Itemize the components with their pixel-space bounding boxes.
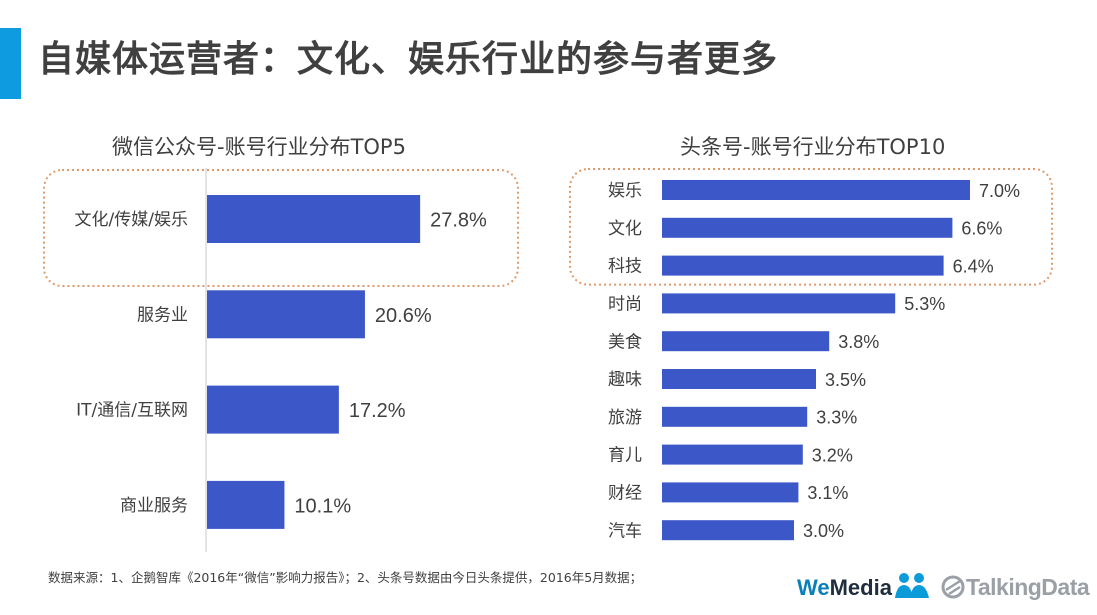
toutiao-bar-0 — [662, 180, 970, 200]
wechat-category-label-2: IT/通信/互联网 — [76, 401, 188, 421]
wechat-bar-0 — [207, 195, 421, 243]
wemedia-logo: WeMedia — [797, 575, 892, 601]
toutiao-bar-6 — [662, 406, 808, 427]
wemedia-logo-we: We — [797, 575, 830, 600]
toutiao-bar-4 — [662, 331, 830, 352]
wechat-value-label-0: 27.8% — [430, 210, 487, 232]
toutiao-category-label-2: 科技 — [608, 257, 642, 277]
chart-title-toutiao: 头条号-账号行业分布TOP10 — [680, 135, 946, 159]
toutiao-bar-7 — [662, 444, 803, 465]
talkingdata-logo: TalkingData — [966, 574, 1090, 600]
toutiao-bar-9 — [662, 520, 794, 541]
toutiao-bar-2 — [662, 255, 944, 276]
talkingdata-icon — [941, 575, 965, 599]
wechat-bar-3 — [207, 480, 285, 529]
toutiao-category-label-7: 育儿 — [608, 446, 642, 466]
toutiao-category-label-9: 汽车 — [608, 521, 642, 541]
toutiao-value-label-6: 3.3% — [816, 408, 857, 428]
people-icon — [895, 573, 929, 598]
toutiao-bar-1 — [662, 217, 953, 238]
toutiao-category-label-3: 时尚 — [608, 295, 642, 315]
toutiao-value-label-2: 6.4% — [953, 256, 994, 276]
wechat-value-label-2: 17.2% — [349, 400, 406, 422]
wechat-bar-1 — [207, 290, 365, 339]
toutiao-bar-5 — [662, 369, 816, 389]
wemedia-logo-media: Media — [829, 575, 892, 600]
toutiao-value-label-5: 3.5% — [825, 370, 866, 390]
page-title: 自媒体运营者：文化、娱乐行业的参与者更多 — [38, 39, 779, 80]
source-note: 数据来源：1、企鹅智库《2016年“微信”影响力报告》；2、头条号数据由今日头条… — [48, 570, 643, 585]
title-accent-bar — [0, 28, 21, 99]
toutiao-value-label-0: 7.0% — [979, 181, 1020, 201]
toutiao-category-label-6: 旅游 — [608, 408, 642, 428]
wechat-category-label-3: 商业服务 — [120, 496, 188, 516]
toutiao-category-label-0: 娱乐 — [608, 181, 642, 201]
toutiao-value-label-4: 3.8% — [838, 332, 879, 352]
toutiao-category-label-8: 财经 — [608, 484, 642, 504]
toutiao-highlight-box — [569, 168, 1053, 286]
toutiao-value-label-7: 3.2% — [812, 445, 853, 465]
toutiao-value-label-1: 6.6% — [961, 219, 1002, 239]
toutiao-value-label-9: 3.0% — [803, 521, 844, 541]
wechat-bar-2 — [207, 385, 339, 434]
wechat-category-label-0: 文化/传媒/娱乐 — [75, 210, 188, 230]
wechat-category-label-1: 服务业 — [137, 305, 188, 325]
chart-title-wechat: 微信公众号-账号行业分布TOP5 — [112, 135, 406, 159]
wechat-value-label-3: 10.1% — [294, 496, 351, 518]
wechat-highlight-box — [43, 169, 519, 287]
toutiao-category-label-5: 趣味 — [608, 370, 642, 390]
toutiao-category-label-1: 文化 — [608, 219, 642, 239]
wechat-value-label-1: 20.6% — [375, 305, 432, 327]
toutiao-value-label-3: 5.3% — [904, 294, 945, 314]
toutiao-category-label-4: 美食 — [608, 332, 642, 352]
toutiao-bar-8 — [662, 482, 799, 503]
toutiao-bar-3 — [662, 293, 896, 314]
toutiao-value-label-8: 3.1% — [807, 483, 848, 503]
